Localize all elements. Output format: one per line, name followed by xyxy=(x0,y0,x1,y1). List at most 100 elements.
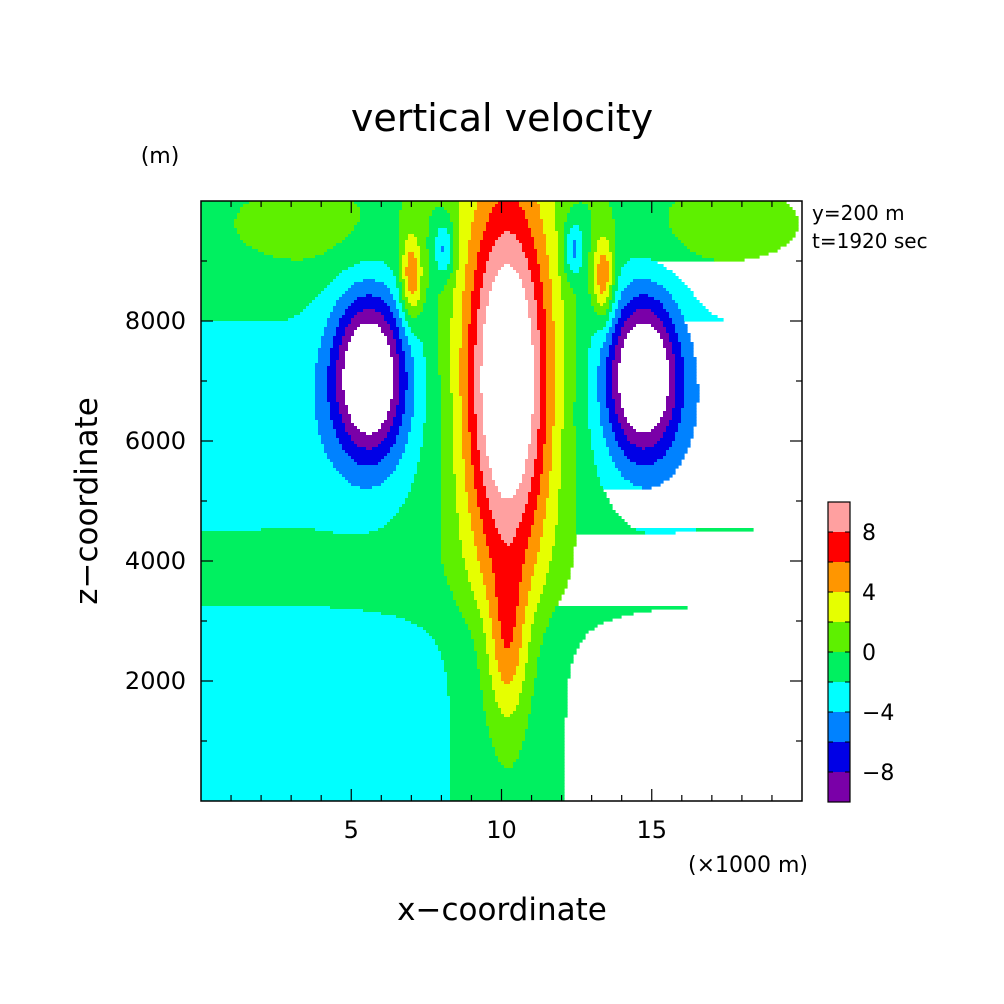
contour-cell xyxy=(201,231,238,235)
contour-cell xyxy=(537,450,544,454)
contour-cell xyxy=(459,384,469,388)
contour-cell xyxy=(336,300,355,304)
contour-cell xyxy=(468,492,478,496)
contour-cell xyxy=(459,531,475,535)
contour-cell xyxy=(546,627,595,631)
contour-cell xyxy=(600,288,607,292)
contour-cell xyxy=(468,408,475,412)
contour-cell xyxy=(588,387,598,391)
contour-cell xyxy=(531,531,544,535)
contour-cell xyxy=(618,369,670,373)
contour-cell xyxy=(201,462,334,466)
contour-cell xyxy=(615,324,625,328)
contour-cell xyxy=(534,570,550,574)
contour-cell xyxy=(420,339,439,343)
contour-cell xyxy=(522,642,529,646)
contour-cell xyxy=(396,306,403,310)
contour-cell xyxy=(576,342,592,346)
contour-cell xyxy=(669,369,676,373)
contour-cell xyxy=(201,780,451,784)
contour-cell xyxy=(429,279,448,283)
contour-cell xyxy=(417,336,439,340)
contour-cell xyxy=(420,279,430,283)
contour-cell xyxy=(597,474,622,478)
contour-cell xyxy=(540,393,547,397)
contour-cell xyxy=(456,504,469,508)
contour-cell xyxy=(453,255,460,259)
contour-cell xyxy=(441,396,454,400)
contour-cell xyxy=(561,444,577,448)
contour-cell xyxy=(339,318,352,322)
contour-cell xyxy=(501,636,514,640)
contour-cell xyxy=(534,465,544,469)
contour-cell xyxy=(468,378,475,382)
contour-cell xyxy=(561,276,568,280)
contour-cell xyxy=(669,210,796,214)
y-unit-label: (m) xyxy=(141,144,180,169)
contour-cell xyxy=(606,309,613,313)
contour-cell xyxy=(390,351,397,355)
contour-cell xyxy=(345,429,361,433)
contour-cell xyxy=(450,339,463,343)
contour-cell xyxy=(363,609,460,613)
contour-cell xyxy=(201,384,316,388)
contour-cell xyxy=(684,315,718,319)
contour-cell xyxy=(453,240,460,244)
contour-cell xyxy=(201,303,310,307)
contour-cell xyxy=(546,498,559,502)
contour-cell xyxy=(549,270,559,274)
contour-cell xyxy=(597,294,610,298)
contour-cell xyxy=(438,345,451,349)
contour-cell xyxy=(540,540,556,544)
contour-cell xyxy=(348,408,391,412)
contour-cell xyxy=(486,636,493,640)
contour-cell xyxy=(462,456,472,460)
contour-cell xyxy=(393,312,400,316)
contour-cell xyxy=(555,354,565,358)
contour-cell xyxy=(492,477,523,481)
contour-cell xyxy=(597,300,607,304)
contour-cell xyxy=(537,657,574,661)
contour-cell xyxy=(564,348,577,352)
contour-cell xyxy=(333,336,343,340)
contour-cell xyxy=(558,513,577,517)
contour-cell xyxy=(486,591,496,595)
contour-cell xyxy=(600,420,610,424)
contour-cell xyxy=(621,330,631,334)
contour-cell xyxy=(420,246,427,250)
contour-cell xyxy=(669,381,676,385)
contour-cell xyxy=(534,618,550,622)
contour-cell xyxy=(438,318,451,322)
contour-cell xyxy=(471,231,484,235)
contour-cell xyxy=(546,237,559,241)
contour-cell xyxy=(672,351,682,355)
contour-cell xyxy=(459,201,478,205)
contour-cell xyxy=(516,531,532,535)
contour-cell xyxy=(591,435,604,439)
contour-cell xyxy=(384,438,397,442)
contour-cell xyxy=(201,567,445,571)
colorbar-tick-label: 8 xyxy=(862,521,876,546)
contour-cell xyxy=(480,453,487,457)
contour-cell xyxy=(474,543,487,547)
contour-cell xyxy=(519,594,529,598)
contour-cell xyxy=(315,387,328,391)
contour-cell xyxy=(555,420,565,424)
contour-cell xyxy=(420,291,427,295)
contour-cell xyxy=(471,441,478,445)
contour-cell xyxy=(531,441,538,445)
contour-cell xyxy=(684,384,700,388)
contour-cell xyxy=(663,432,676,436)
contour-cell xyxy=(447,267,454,271)
contour-cell xyxy=(471,525,484,529)
contour-cell xyxy=(510,264,529,268)
contour-cell xyxy=(201,210,241,214)
contour-cell xyxy=(666,309,682,313)
contour-cell xyxy=(573,255,577,259)
contour-cell xyxy=(564,420,574,424)
contour-cell xyxy=(360,216,400,220)
contour-cell xyxy=(393,378,400,382)
contour-cell xyxy=(426,366,439,370)
contour-cell xyxy=(540,651,577,655)
contour-cell xyxy=(549,489,559,493)
